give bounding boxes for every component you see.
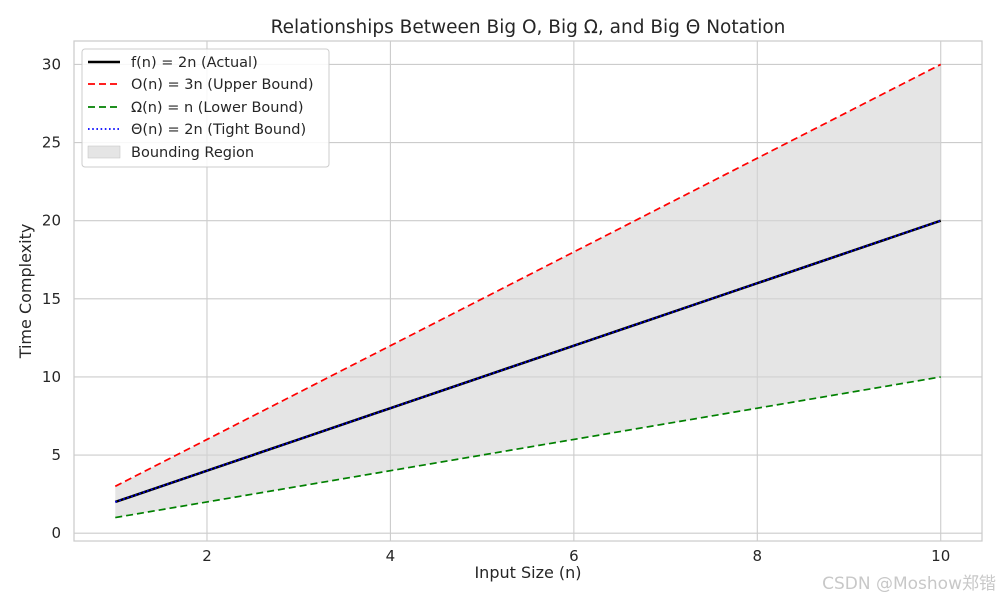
x-tick-labels: 2 4 6 8 10 [202,547,950,565]
y-tick-label: 15 [42,290,61,308]
series-line-4 [114,219,942,503]
y-tick-label: 5 [51,446,61,464]
x-tick-label: 4 [386,547,396,565]
y-tick-label: 30 [42,55,61,73]
series-lines [114,63,942,519]
x-tick-label: 2 [202,547,212,565]
y-axis-label: Time Complexity [16,224,35,360]
x-tick-label: 10 [931,547,950,565]
legend-label-4: Θ(n) = 2n (Tight Bound) [131,122,306,138]
x-tick-label: 8 [753,547,763,565]
series-line-2 [114,63,942,488]
y-tick-labels: 0 5 10 15 20 25 30 [42,55,61,542]
y-tick-label: 0 [51,524,61,542]
y-tick-label: 20 [42,212,61,230]
legend-label-region: Bounding Region [131,145,254,161]
legend-swatch-region [87,145,121,159]
legend-label-3: Ω(n) = n (Lower Bound) [131,100,304,116]
bounding-region-fill [115,64,941,518]
y-tick-label: 10 [42,368,61,386]
legend-box [81,48,330,168]
watermark: CSDN @Moshow郑锴 [822,574,996,594]
x-axis-label: Input Size (n) [474,563,581,582]
bounding-region [115,64,941,518]
x-tick-label: 6 [569,547,579,565]
series-line-3 [115,376,941,519]
legend-label-2: O(n) = 3n (Upper Bound) [131,77,314,93]
y-tick-label: 25 [42,134,61,152]
chart-title: Relationships Between Big O, Big Ω, and … [271,17,786,38]
legend-label-1: f(n) = 2n (Actual) [131,55,258,71]
legend: f(n) = 2n (Actual) O(n) = 3n (Upper Bound… [81,48,330,168]
